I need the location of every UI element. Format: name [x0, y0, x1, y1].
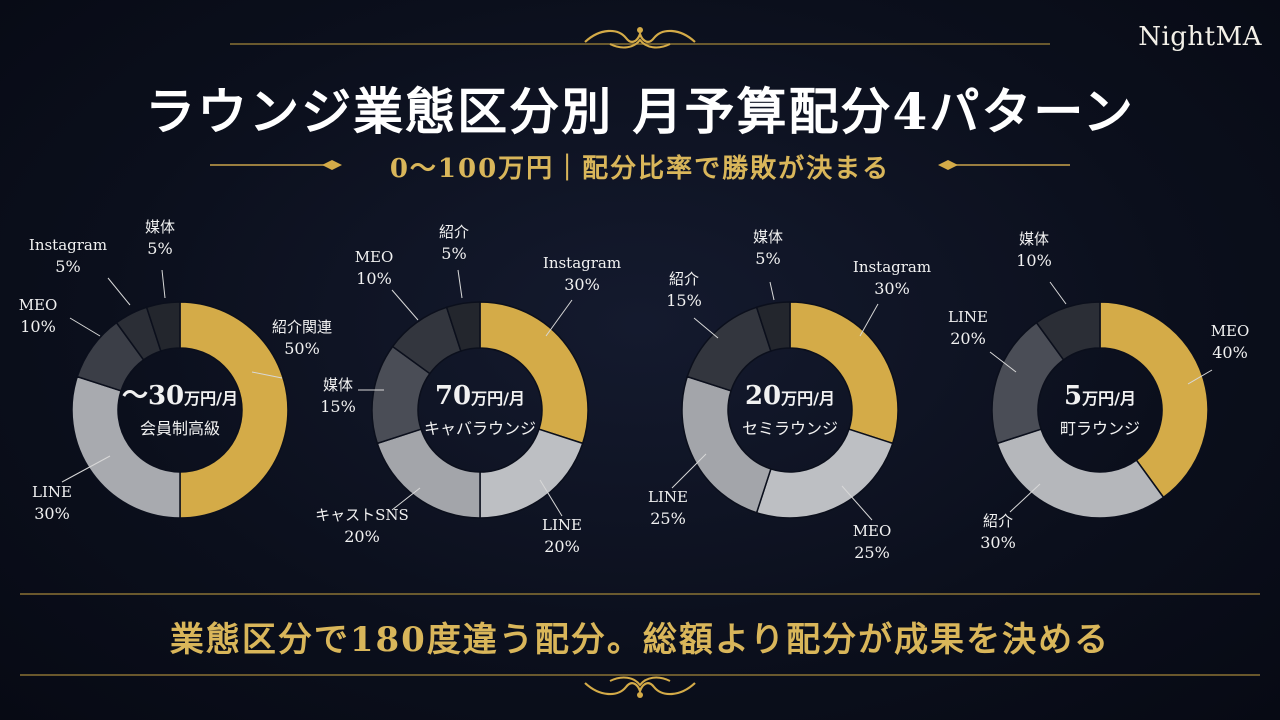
slice-name-label: LINE [648, 488, 688, 506]
slice-name-label: 紹介関連 [272, 318, 332, 336]
leader-line [859, 303, 879, 337]
diamond-right-icon [938, 160, 958, 170]
slice-pct-label: 30% [980, 533, 1016, 552]
diamond-left-icon [322, 160, 342, 170]
leader-line [769, 281, 775, 301]
slice-name-label: 媒体 [753, 228, 783, 246]
donut-slice [1035, 301, 1101, 361]
donut-slice [686, 306, 772, 392]
donut-slice [789, 301, 899, 445]
leader-line [1009, 483, 1041, 513]
donut-chart-2: Instagram 30% LINE 20% キャストSNS 20% 媒体 15% MEO 10%… [315, 223, 621, 556]
leader-line [671, 453, 707, 489]
slice-name-label: 媒体 [323, 376, 353, 394]
slice-name-label: 紹介 [669, 270, 699, 288]
slice-name-label: Instagram [853, 258, 931, 276]
page-title: ラウンジ業態区分別 月予算配分4パターン [145, 82, 1135, 141]
slice-pct-label: 20% [950, 329, 986, 348]
leader-line [251, 371, 283, 379]
donut-slice [479, 301, 589, 445]
slice-pct-label: 20% [344, 527, 380, 546]
donut-slice [479, 428, 584, 519]
slice-pct-label: 50% [284, 339, 320, 358]
leader-line [539, 479, 563, 517]
leader-line [693, 317, 719, 339]
budget-label: 〜30万円/月 [122, 381, 238, 411]
top-flourish-icon [584, 27, 696, 49]
category-label: セミラウンジ [742, 419, 838, 438]
leader-line [545, 299, 573, 337]
slice-pct-label: 5% [55, 257, 80, 276]
bottom-flourish-icon [584, 676, 696, 698]
leader-line [1049, 281, 1067, 305]
slice-pct-label: 30% [34, 504, 70, 523]
donut-slice [681, 375, 772, 514]
slice-name-label: MEO [19, 296, 58, 314]
slice-pct-label: 5% [147, 239, 172, 258]
slice-pct-label: 25% [854, 543, 890, 562]
leader-line [161, 269, 166, 299]
slice-name-label: MEO [355, 248, 394, 266]
slice-pct-label: 20% [544, 537, 580, 556]
slice-name-label: 媒体 [1019, 230, 1049, 248]
page-subtitle: 0〜100万円｜配分比率で勝敗が決まる [389, 154, 891, 184]
leader-line [69, 317, 101, 337]
leader-line [391, 289, 419, 321]
slice-name-label: MEO [1211, 322, 1250, 340]
slice-name-label: 媒体 [145, 218, 175, 236]
budget-label: 20万円/月 [745, 381, 835, 411]
brand-logo: NightMA [1138, 22, 1262, 52]
donut-slice [996, 428, 1165, 519]
slice-pct-label: 10% [356, 269, 392, 288]
slice-pct-label: 30% [874, 279, 910, 298]
donut-slice [145, 301, 181, 352]
slice-name-label: LINE [948, 308, 988, 326]
donut-slice [755, 428, 894, 519]
donut-chart-3: Instagram 30% MEO 25% LINE 25% 紹介 15% 媒体 5% 20万円/月… [648, 228, 931, 562]
slice-pct-label: 25% [650, 509, 686, 528]
donut-chart-1: 紹介関連 50% LINE 30% MEO 10% Instagram 5% 媒体 5% 〜30万円… [19, 218, 332, 523]
slice-name-label: 紹介 [439, 223, 469, 241]
slice-name-label: Instagram [29, 236, 107, 254]
leader-line [457, 269, 463, 299]
donut-slice [179, 301, 289, 519]
slice-pct-label: 40% [1212, 343, 1248, 362]
slice-name-label: キャストSNS [315, 506, 409, 524]
leader-line [61, 455, 111, 483]
slice-name-label: MEO [853, 522, 892, 540]
slice-pct-label: 15% [320, 397, 356, 416]
slice-pct-label: 5% [441, 244, 466, 263]
donut-slice [755, 301, 791, 352]
category-label: キャバラウンジ [424, 419, 536, 438]
donut-slice [71, 375, 181, 519]
slice-name-label: LINE [32, 483, 72, 501]
slice-pct-label: 10% [1016, 251, 1052, 270]
slice-name-label: Instagram [543, 254, 621, 272]
footer-message: 業態区分で180度違う配分。総額より配分が成果を決める [169, 620, 1111, 660]
leader-line [989, 351, 1017, 373]
category-label: 町ラウンジ [1060, 419, 1140, 438]
slice-pct-label: 10% [20, 317, 56, 336]
category-label: 会員制高級 [140, 419, 220, 438]
slice-name-label: 紹介 [983, 512, 1013, 530]
leader-line [1187, 369, 1213, 385]
donut-slice [445, 301, 481, 352]
leader-line [391, 487, 421, 511]
leader-line [841, 485, 873, 521]
budget-label: 5万円/月 [1064, 381, 1136, 411]
donut-slice [376, 428, 481, 519]
slice-pct-label: 30% [564, 275, 600, 294]
slice-pct-label: 15% [666, 291, 702, 310]
leader-line [107, 277, 131, 306]
donut-slice [1099, 301, 1209, 499]
slice-name-label: LINE [542, 516, 582, 534]
budget-label: 70万円/月 [435, 381, 525, 411]
slice-pct-label: 5% [755, 249, 780, 268]
